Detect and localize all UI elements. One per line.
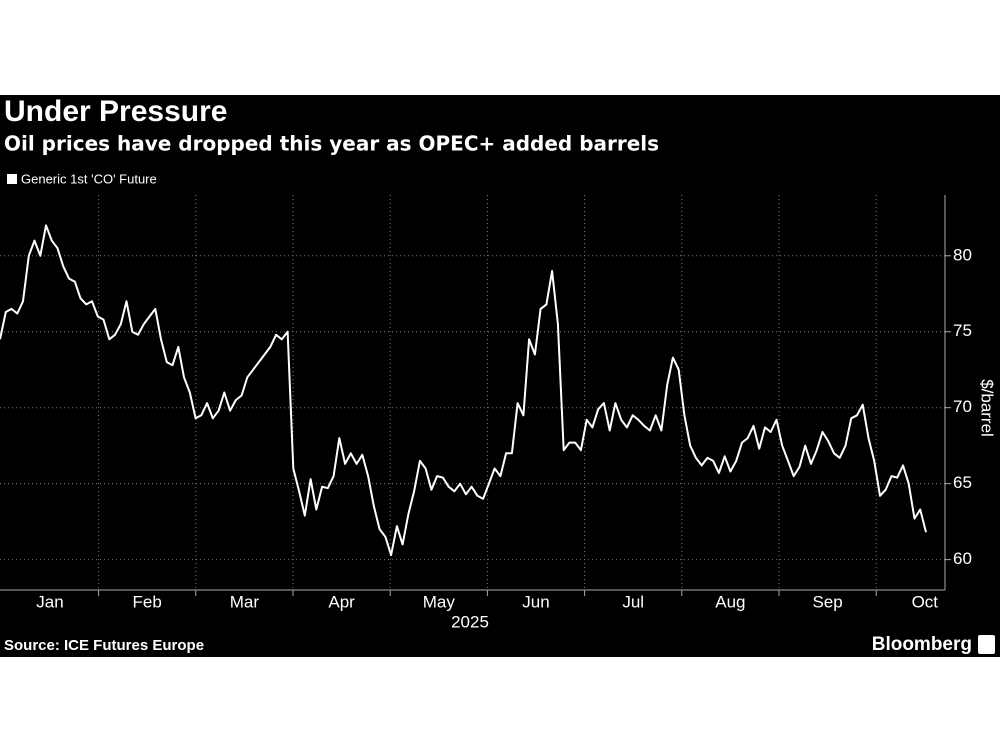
chart-title: Under Pressure xyxy=(4,95,227,128)
brand: Bloomberg xyxy=(872,634,972,655)
legend-swatch xyxy=(7,174,17,184)
chart-background xyxy=(0,95,1000,657)
y-tick-label: 65 xyxy=(953,473,972,492)
x-tick-label: Sep xyxy=(812,592,842,611)
x-tick-label: Feb xyxy=(133,592,162,611)
x-tick-label: Jun xyxy=(522,592,549,611)
y-tick-label: 80 xyxy=(953,245,972,264)
chart-subtitle: Oil prices have dropped this year as OPE… xyxy=(4,132,659,156)
y-tick-label: 60 xyxy=(953,549,972,568)
brand-icon xyxy=(978,635,995,654)
x-tick-label: Jul xyxy=(622,592,644,611)
x-tick-label: Mar xyxy=(230,592,260,611)
x-tick-label: Aug xyxy=(715,592,745,611)
x-tick-label: Apr xyxy=(328,592,355,611)
y-axis-label: $/barrel xyxy=(978,379,997,437)
x-group-label: 2025 xyxy=(451,612,489,631)
y-tick-label: 70 xyxy=(953,397,972,416)
y-tick-label: 75 xyxy=(953,321,972,340)
line-series xyxy=(0,224,927,557)
x-tick-label: May xyxy=(423,592,456,611)
source: Source: ICE Futures Europe xyxy=(4,637,204,654)
legend-label: Generic 1st 'CO' Future xyxy=(21,171,157,186)
x-tick-label: Oct xyxy=(912,592,939,611)
x-tick-label: Jan xyxy=(36,592,63,611)
